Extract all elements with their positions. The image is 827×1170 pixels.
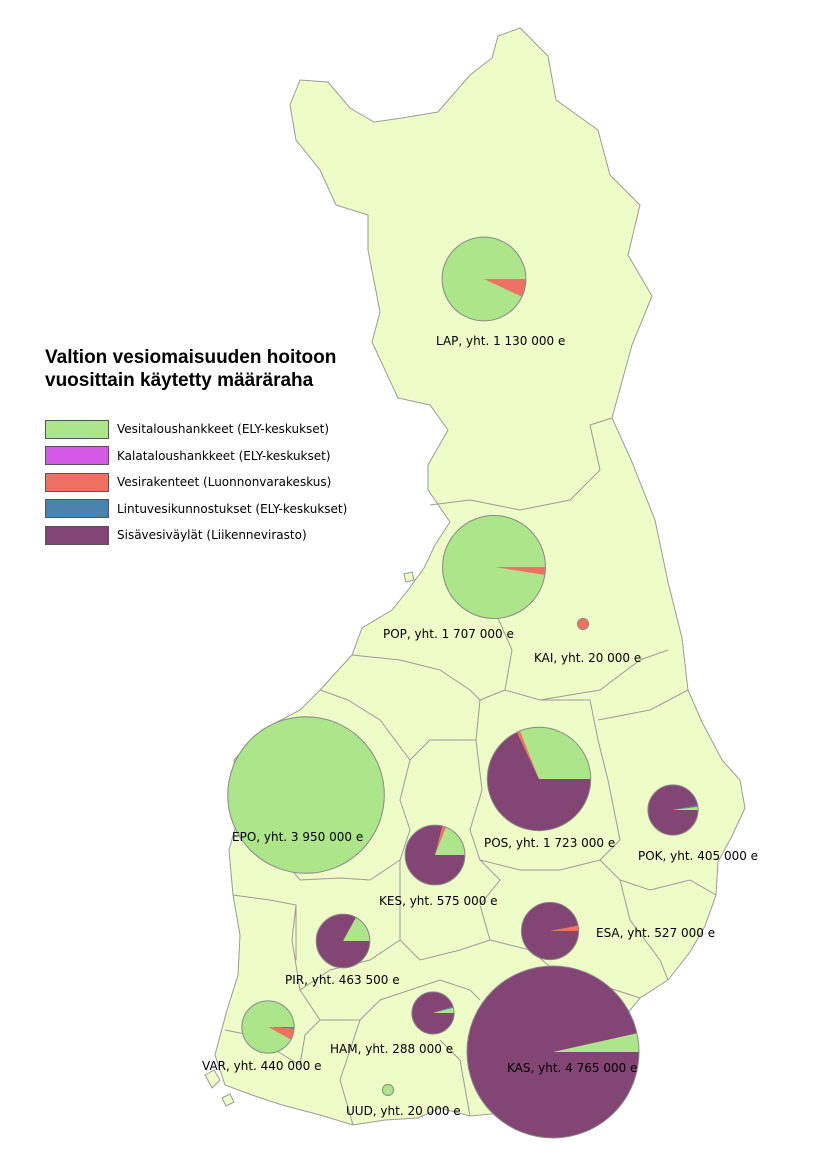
region-label-var: VAR, yht. 440 000 e	[202, 1059, 321, 1073]
pie-slice-pok-sisavesivaylat	[647, 784, 699, 836]
pie-slice-kes-vesitaloushankkeet	[435, 827, 465, 855]
legend-swatch-kalatalous	[45, 446, 109, 466]
region-label-pok: POK, yht. 405 000 e	[638, 849, 758, 863]
legend-swatch-vesitalous	[45, 419, 109, 439]
region-pie-charts	[227, 236, 699, 1139]
pie-slice-pos-sisavesivaylat	[487, 732, 591, 831]
pie-slice-kes-sisavesivaylat	[405, 825, 465, 885]
pie-var	[241, 1000, 295, 1054]
pie-slice-ham-lintuvesikunnostukset	[433, 1006, 454, 1013]
region-label-kes: KES, yht. 575 000 e	[379, 894, 498, 908]
island-b	[403, 571, 415, 583]
legend-item-sisavesivaylat: Sisävesiväylät (Liikennevirasto)	[45, 522, 347, 549]
pie-outline-kas	[466, 965, 640, 1139]
pie-outline-pir	[315, 913, 371, 969]
legend-item-lintuvesi: Lintuvesikunnostukset (ELY-keskukset)	[45, 496, 347, 523]
map-title: Valtion vesiomaisuuden hoitoon vuosittai…	[45, 346, 336, 392]
pie-slice-ham-vesitaloushankkeet	[433, 1007, 455, 1013]
region-label-epo: EPO, yht. 3 950 000 e	[232, 830, 363, 844]
pie-slice-ham-sisavesivaylat	[411, 991, 455, 1035]
pie-slice-kes-vesirakenteet	[435, 826, 446, 855]
legend-label-lintuvesi: Lintuvesikunnostukset (ELY-keskukset)	[117, 501, 348, 516]
pie-kas	[466, 965, 640, 1139]
legend-label-kalatalous: Kalataloushankkeet (ELY-keskukset)	[117, 448, 331, 463]
region-label-pop: POP, yht. 1 707 000 e	[383, 627, 514, 641]
pie-slice-kas-vesitaloushankkeet	[553, 1033, 639, 1052]
pie-lap	[441, 236, 527, 322]
pie-slice-lap-vesitaloushankkeet	[442, 237, 526, 321]
pie-slice-epo-vesitaloushankkeet	[227, 716, 385, 874]
pie-slice-pop-vesitaloushankkeet	[442, 515, 546, 619]
region-label-pir: PIR, yht. 463 500 e	[285, 973, 400, 987]
map-title-line1: Valtion vesiomaisuuden hoitoon	[45, 347, 337, 368]
pie-slice-esa-sisavesivaylat	[521, 902, 579, 960]
pie-outline-var	[241, 1000, 295, 1054]
pie-outline-ham	[411, 991, 455, 1035]
pie-slice-lap-vesirakenteet	[484, 279, 526, 297]
pie-outline-pos	[486, 726, 592, 832]
pie-kes	[404, 824, 466, 886]
aland-islands	[204, 1069, 221, 1089]
region-label-kai: KAI, yht. 20 000 e	[534, 651, 641, 665]
legend-swatch-sisavesivaylat	[45, 525, 109, 545]
pie-pop	[442, 515, 546, 619]
pie-outline-pop	[442, 515, 546, 619]
region-label-uud: UUD, yht. 20 000 e	[346, 1104, 461, 1118]
pie-esa	[520, 901, 580, 961]
pie-slice-pop-vesirakenteet	[494, 567, 546, 576]
pie-pok	[647, 784, 699, 836]
legend-label-vesirakenteet: Vesirakenteet (Luonnonvarakeskus)	[117, 475, 332, 490]
pie-slice-pok-vesitaloushankkeet	[673, 806, 699, 810]
pie-kai	[576, 617, 590, 631]
pie-slice-kai-vesirakenteet	[576, 617, 590, 631]
region-label-kas: KAS, yht. 4 765 000 e	[507, 1061, 637, 1075]
pie-slice-uud-vesitaloushankkeet	[381, 1083, 395, 1097]
pie-slice-var-lintuvesikunnostukset	[268, 1027, 295, 1029]
pie-slice-pir-sisavesivaylat	[316, 914, 370, 968]
region-label-ham: HAM, yht. 288 000 e	[330, 1042, 453, 1056]
pie-slice-pos-vesirakenteet	[516, 730, 539, 779]
pie-slice-esa-vesirakenteet	[550, 925, 579, 931]
pie-slice-var-vesirakenteet	[268, 1027, 295, 1040]
pie-outline-esa	[520, 901, 580, 961]
pie-pir	[315, 913, 371, 969]
pie-outline-lap	[441, 236, 527, 322]
legend-swatch-lintuvesi	[45, 499, 109, 519]
pie-outline-kes	[404, 824, 466, 886]
region-labels: LAP, yht. 1 130 000 e POP, yht. 1 707 000…	[202, 334, 758, 1118]
legend-item-vesirakenteet: Vesirakenteet (Luonnonvarakeskus)	[45, 469, 347, 496]
legend-label-sisavesivaylat: Sisävesiväylät (Liikennevirasto)	[117, 528, 307, 543]
region-label-lap: LAP, yht. 1 130 000 e	[436, 334, 565, 348]
legend-swatch-vesirakenteet	[45, 472, 109, 492]
pie-outline-pok	[647, 784, 699, 836]
region-label-esa: ESA, yht. 527 000 e	[596, 926, 715, 940]
legend-label-vesitalous: Vesitaloushankkeet (ELY-keskukset)	[117, 422, 330, 437]
pie-pos	[486, 726, 592, 832]
pie-slice-kas-sisavesivaylat	[466, 965, 639, 1138]
legend-item-kalatalous: Kalataloushankkeet (ELY-keskukset)	[45, 443, 347, 470]
pie-uud	[381, 1083, 395, 1097]
island-a	[221, 1093, 235, 1107]
legend-item-vesitalous: Vesitaloushankkeet (ELY-keskukset)	[45, 416, 347, 443]
pie-slice-pok-lintuvesikunnostukset	[673, 805, 698, 810]
pie-epo	[227, 716, 385, 874]
map-title-line2: vuosittain käytetty määräraha	[45, 370, 314, 391]
region-label-pos: POS, yht. 1 723 000 e	[484, 836, 615, 850]
pie-ham	[411, 991, 455, 1035]
legend: Vesitaloushankkeet (ELY-keskukset) Kalat…	[45, 416, 347, 549]
